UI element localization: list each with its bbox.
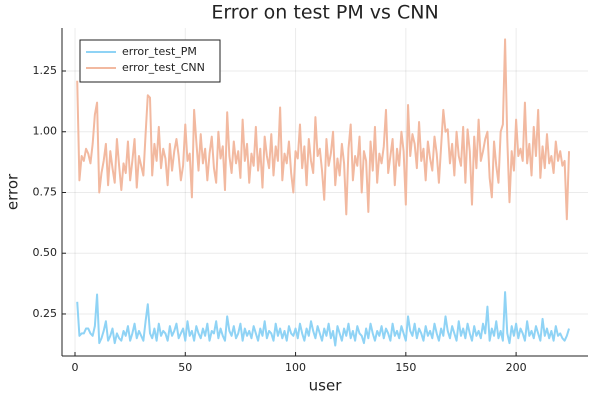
x-tick-label: 200 (506, 361, 527, 374)
line-series (76, 291, 570, 347)
y-axis-label: error (4, 173, 22, 210)
y-tick-label: 0.75 (33, 185, 58, 198)
legend-box (79, 39, 221, 83)
x-tick-label: 50 (178, 361, 192, 374)
legend-label: error_test_CNN (122, 61, 205, 74)
legend-label: error_test_PM (122, 45, 197, 58)
legend: error_test_PM error_test_CNN (79, 39, 221, 83)
x-tick-label: 0 (72, 361, 79, 374)
y-tick-label: 0.50 (33, 246, 58, 259)
line-series (76, 38, 571, 221)
y-tick-label: 1.25 (33, 64, 58, 77)
y-tick-label: 0.25 (33, 307, 58, 320)
y-tick-label: 1.00 (33, 125, 58, 138)
chart-title: Error on test PM vs CNN (211, 2, 438, 24)
x-tick-label: 150 (395, 361, 416, 374)
x-axis-label: user (309, 377, 343, 395)
x-tick-label: 100 (285, 361, 306, 374)
